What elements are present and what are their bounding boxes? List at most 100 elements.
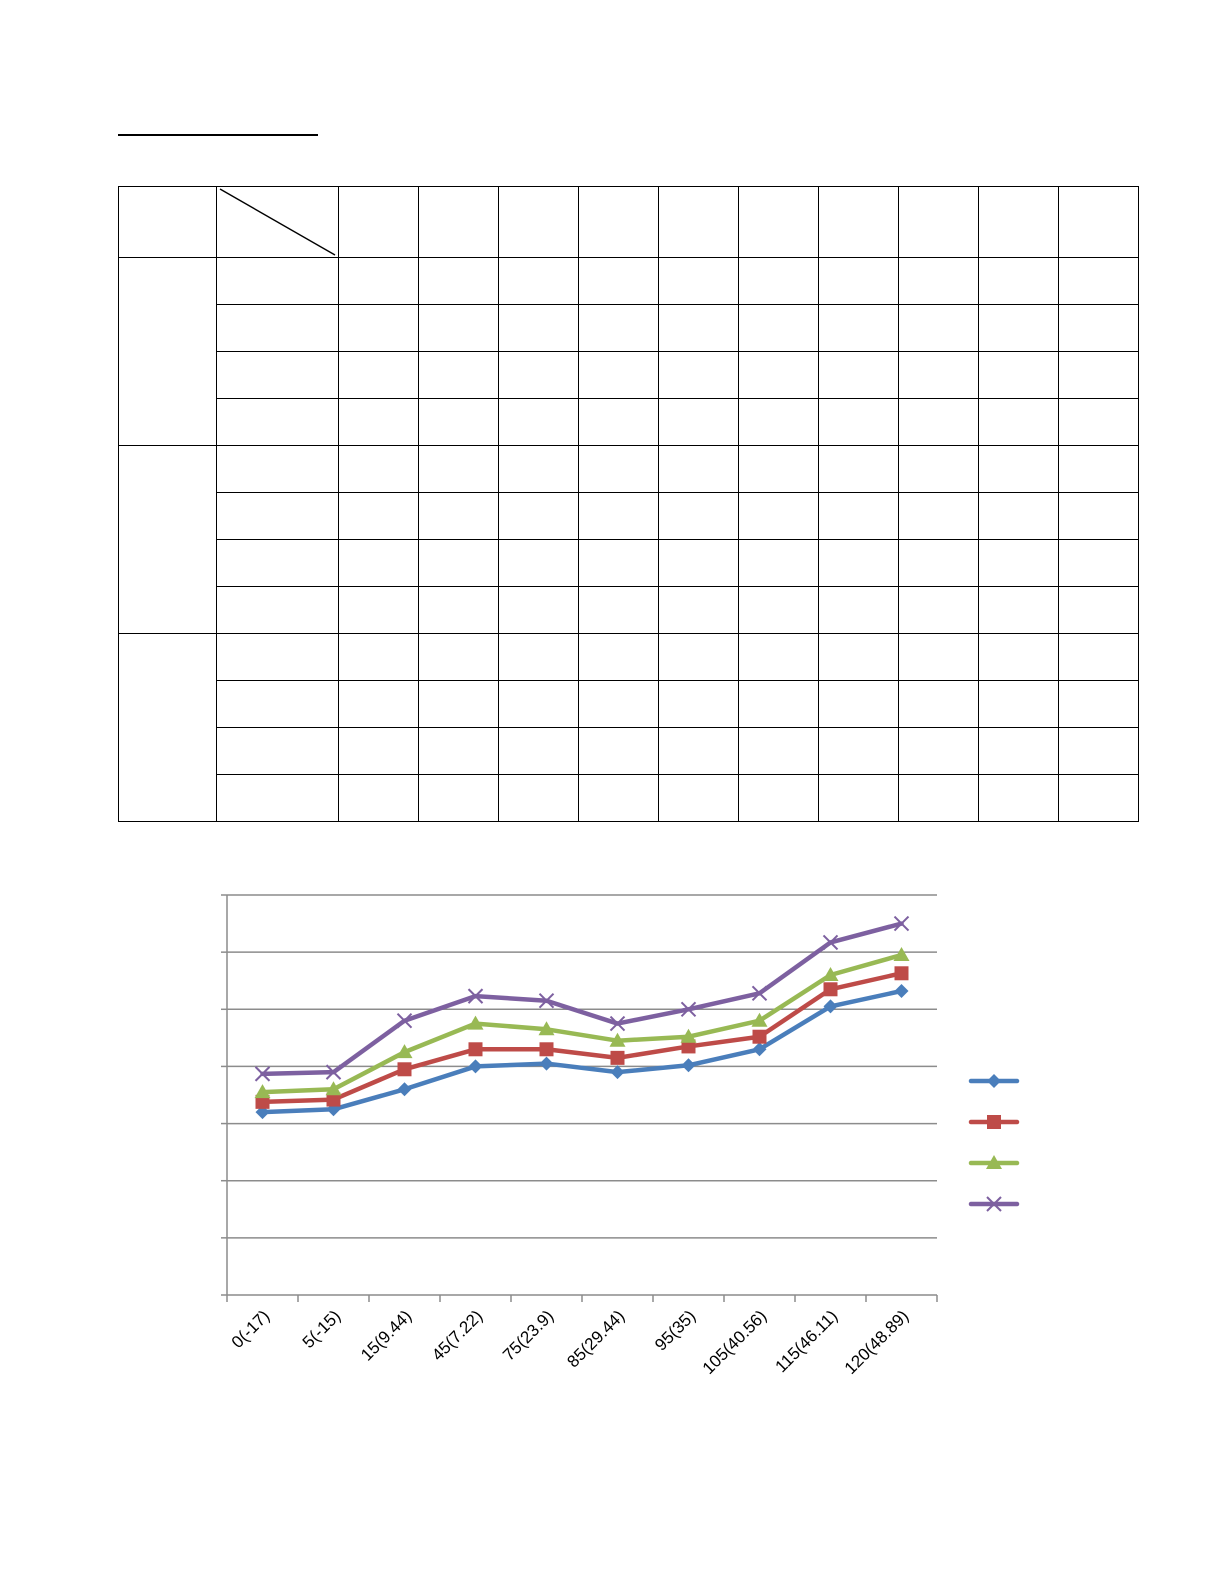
table-cell [898,445,979,493]
table-cell [978,492,1059,540]
table-cell [578,257,659,305]
table-cell [338,680,419,728]
table-cell [818,445,899,493]
table-cell [578,680,659,728]
series-4-point [467,988,484,1004]
table-cell [338,304,419,352]
table-cell [898,680,979,728]
table-cell [578,774,659,822]
table-cell [498,586,579,634]
table-cell [818,304,899,352]
series-3-point [254,1084,271,1099]
series-3-point [467,1015,484,1030]
series-1-point [610,1065,625,1080]
series-4-point [680,1001,697,1017]
table-row [119,304,1139,352]
legend-marker-3 [986,1155,1002,1169]
series-4-point [396,1013,413,1029]
table-cell [1058,257,1139,305]
series-line-2 [260,971,904,1105]
table-cell [738,539,819,587]
row-label-cell [216,586,339,634]
table-cell [578,539,659,587]
table-cell [818,398,899,446]
table-cell [818,492,899,540]
table-cell [978,539,1059,587]
table-cell [1058,680,1139,728]
table-cell [658,398,739,446]
header-cell [578,186,659,258]
table-cell [418,727,499,775]
table-row [119,727,1139,775]
table-cell [898,727,979,775]
x-tick-label: 5(-15) [299,1306,345,1352]
series-3-point [538,1021,555,1036]
table-cell [1058,727,1139,775]
series-3-point [680,1028,697,1043]
header-cell [978,186,1059,258]
row-label-cell [216,398,339,446]
table-cell [658,586,739,634]
data-table [118,186,1139,822]
table-cell [738,680,819,728]
table-cell [738,492,819,540]
header-cell [658,186,739,258]
table-cell [818,727,899,775]
table-cell [498,774,579,822]
series-1-point [752,1042,767,1057]
series-1-point [681,1058,696,1073]
table-row [119,774,1139,822]
table-row [118,257,1139,446]
series-4-point [609,1015,626,1032]
series-2-point [610,1050,625,1065]
series-2-point [752,1029,767,1044]
table-cell [898,492,979,540]
row-label-cell [216,680,339,728]
table-cell [338,586,419,634]
legend-marker-4 [986,1196,1002,1212]
series-3-point [325,1081,342,1096]
table-cell [498,398,579,446]
table-cell [658,633,739,681]
table-cell [978,727,1059,775]
table-cell [978,633,1059,681]
table-cell [338,727,419,775]
row-label-cell [216,727,339,775]
series-line-4 [260,921,904,1077]
series-4-point [751,985,768,1001]
header-cell [498,186,579,258]
series-line-1 [260,988,904,1115]
x-tick-label: 105(40.56) [699,1306,771,1378]
series-3-point [893,947,910,961]
table-cell [578,351,659,399]
table-cell [818,586,899,634]
header-cell [898,186,979,258]
table-cell [418,774,499,822]
table-row [119,586,1139,634]
row-label-cell [216,492,339,540]
table-cell [418,445,499,493]
table-cell [738,633,819,681]
table-cell [1058,445,1139,493]
x-tick-label: 15(9.44) [357,1306,415,1364]
table-cell [338,351,419,399]
table-header-row [118,186,1139,258]
table-cell [818,680,899,728]
table-cell [1058,492,1139,540]
series-4-point [822,934,839,951]
table-cell [818,351,899,399]
series-4-point [325,1064,342,1080]
table-cell [658,445,739,493]
table-cell [498,539,579,587]
series-2-point [539,1042,554,1057]
table-row [119,351,1139,399]
table-cell [818,257,899,305]
header-cell [418,186,499,258]
series-3-point [751,1012,768,1027]
header-cell [738,186,819,258]
table-cell [338,633,419,681]
title-underline [118,134,318,136]
table-cell [498,304,579,352]
series-1-point [255,1105,270,1120]
series-2-point [468,1042,483,1057]
